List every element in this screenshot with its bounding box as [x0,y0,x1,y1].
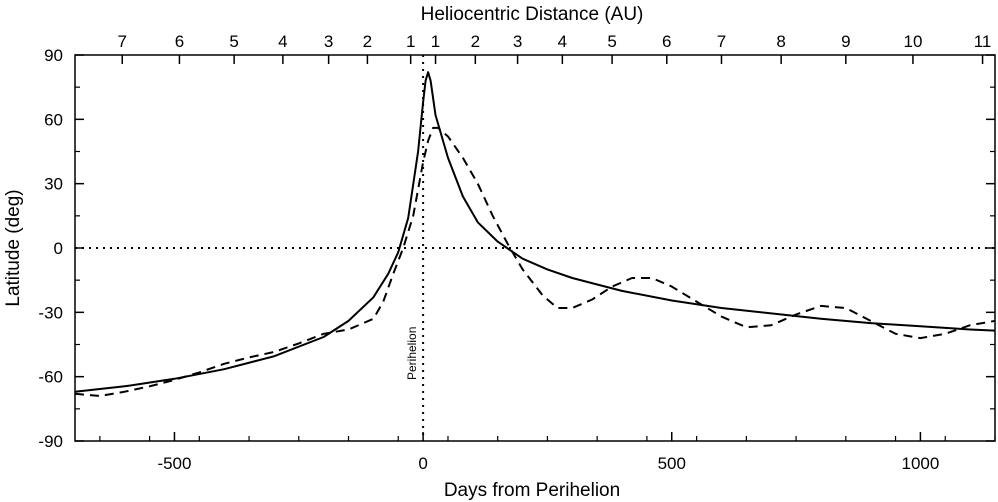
y-axis-title: Latitude (deg) [3,189,24,306]
top-tick-label: 5 [229,32,238,51]
top-tick-label: 2 [363,32,372,51]
top-tick-label: 11 [974,32,992,51]
x-tick-label: -500 [157,454,191,473]
top-tick-label: 7 [717,32,726,51]
perihelion-annotation: Perihelion [405,327,419,380]
x-tick-label: 0 [418,454,427,473]
top-tick-label: 6 [175,32,184,51]
y-tick-label: 30 [44,175,63,194]
y-tick-label: 90 [44,46,63,65]
y-tick-label: -60 [38,368,63,387]
top-axis-title: Heliocentric Distance (AU) [421,4,644,25]
series-dashed-line [74,126,996,397]
top-tick-label: 1 [406,32,415,51]
x-axis-title: Days from Perihelion [444,480,620,501]
top-tick-label: 4 [278,32,287,51]
x-tick-label: 1000 [901,454,939,473]
top-tick-label: 1 [431,32,440,51]
top-tick-label: 2 [471,32,480,51]
top-tick-label: 9 [841,32,850,51]
y-tick-label: -30 [38,303,63,322]
top-tick-label: 5 [607,32,616,51]
plot-frame [74,54,996,442]
top-tick-label: 10 [903,32,922,51]
y-tick-label: 0 [54,239,63,258]
top-tick-label: 4 [558,32,567,51]
y-tick-label: 60 [44,110,63,129]
top-tick-label: 7 [118,32,127,51]
y-tick-label: -90 [38,432,63,451]
x-tick-label: 500 [658,454,686,473]
top-tick-label: 6 [662,32,671,51]
top-tick-label: 3 [513,32,522,51]
top-tick-label: 8 [776,32,785,51]
series-solid-line [74,71,996,393]
top-tick-label: 3 [324,32,333,51]
